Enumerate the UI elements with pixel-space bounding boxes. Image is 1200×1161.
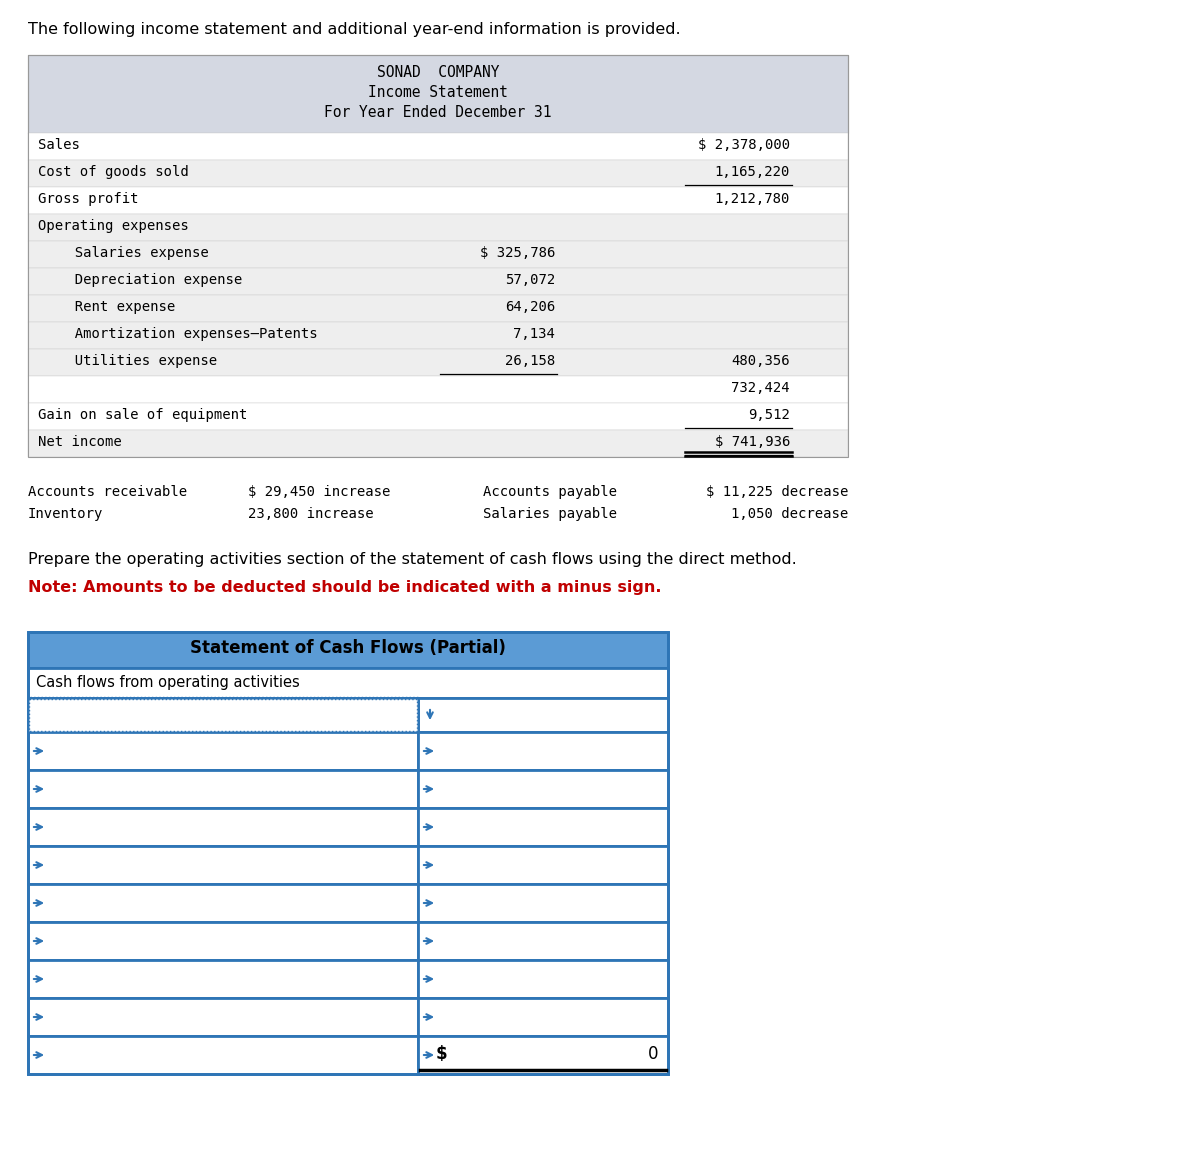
Bar — [28, 349, 848, 376]
Bar — [418, 731, 668, 770]
Text: Gain on sale of equipment: Gain on sale of equipment — [38, 408, 247, 421]
Text: 732,424: 732,424 — [731, 381, 790, 395]
Text: $ 741,936: $ 741,936 — [715, 435, 790, 449]
Bar — [28, 770, 418, 808]
Text: Gross profit: Gross profit — [38, 192, 138, 205]
Text: Net income: Net income — [38, 435, 121, 449]
Text: Note: Amounts to be deducted should be indicated with a minus sign.: Note: Amounts to be deducted should be i… — [28, 580, 661, 594]
Text: 57,072: 57,072 — [505, 273, 554, 287]
Bar — [28, 846, 418, 884]
Text: 1,050 decrease: 1,050 decrease — [731, 507, 848, 521]
Bar — [28, 241, 848, 268]
Text: Cash flows from operating activities: Cash flows from operating activities — [36, 675, 300, 690]
Text: Prepare the operating activities section of the statement of cash flows using th: Prepare the operating activities section… — [28, 551, 797, 567]
Text: Sales: Sales — [38, 138, 80, 152]
Text: 480,356: 480,356 — [731, 354, 790, 368]
Text: Cost of goods sold: Cost of goods sold — [38, 165, 188, 179]
Bar — [28, 960, 418, 998]
Bar — [28, 731, 418, 770]
Bar — [28, 268, 848, 295]
Text: SONAD  COMPANY: SONAD COMPANY — [377, 65, 499, 80]
Bar — [28, 160, 848, 187]
Text: 64,206: 64,206 — [505, 300, 554, 313]
Text: Rent expense: Rent expense — [58, 300, 175, 313]
Bar — [28, 55, 848, 134]
Text: Income Statement: Income Statement — [368, 85, 508, 100]
Bar — [418, 884, 668, 922]
Bar — [418, 808, 668, 846]
Text: Accounts receivable: Accounts receivable — [28, 485, 187, 499]
Bar — [28, 430, 848, 457]
Bar — [28, 632, 668, 668]
Bar — [28, 55, 848, 457]
Text: 0: 0 — [648, 1045, 658, 1063]
Bar — [28, 403, 848, 430]
Bar — [418, 960, 668, 998]
Bar — [418, 922, 668, 960]
Text: Statement of Cash Flows (Partial): Statement of Cash Flows (Partial) — [190, 639, 506, 657]
Text: Salaries payable: Salaries payable — [482, 507, 617, 521]
Text: Accounts payable: Accounts payable — [482, 485, 617, 499]
Bar — [28, 295, 848, 322]
Text: 9,512: 9,512 — [748, 408, 790, 421]
Text: For Year Ended December 31: For Year Ended December 31 — [324, 104, 552, 120]
Bar — [418, 998, 668, 1036]
Bar — [28, 922, 418, 960]
FancyBboxPatch shape — [29, 699, 418, 731]
Text: $ 29,450 increase: $ 29,450 increase — [248, 485, 390, 499]
Text: 7,134: 7,134 — [514, 327, 554, 341]
Text: 23,800 increase: 23,800 increase — [248, 507, 373, 521]
Bar — [418, 770, 668, 808]
Bar — [418, 1036, 668, 1074]
Text: $ 325,786: $ 325,786 — [480, 246, 554, 260]
Bar — [28, 808, 418, 846]
Bar — [28, 214, 848, 241]
Text: $ 11,225 decrease: $ 11,225 decrease — [706, 485, 848, 499]
Text: Inventory: Inventory — [28, 507, 103, 521]
Text: The following income statement and additional year-end information is provided.: The following income statement and addit… — [28, 22, 680, 37]
Text: Salaries expense: Salaries expense — [58, 246, 209, 260]
Text: Operating expenses: Operating expenses — [38, 219, 188, 233]
Bar — [418, 846, 668, 884]
Text: Utilities expense: Utilities expense — [58, 354, 217, 368]
Text: $: $ — [436, 1045, 448, 1063]
Bar — [418, 698, 668, 731]
Bar — [28, 632, 668, 1074]
Bar — [28, 668, 668, 698]
Text: Depreciation expense: Depreciation expense — [58, 273, 242, 287]
Bar — [28, 376, 848, 403]
Bar — [28, 134, 848, 160]
Bar — [28, 322, 848, 349]
Text: 26,158: 26,158 — [505, 354, 554, 368]
Text: $ 2,378,000: $ 2,378,000 — [698, 138, 790, 152]
Text: 1,212,780: 1,212,780 — [715, 192, 790, 205]
Text: Amortization expenses–Patents: Amortization expenses–Patents — [58, 327, 318, 341]
Bar — [28, 1036, 418, 1074]
Bar — [28, 698, 418, 731]
Bar — [28, 187, 848, 214]
Bar — [28, 884, 418, 922]
Bar — [28, 998, 418, 1036]
Text: 1,165,220: 1,165,220 — [715, 165, 790, 179]
